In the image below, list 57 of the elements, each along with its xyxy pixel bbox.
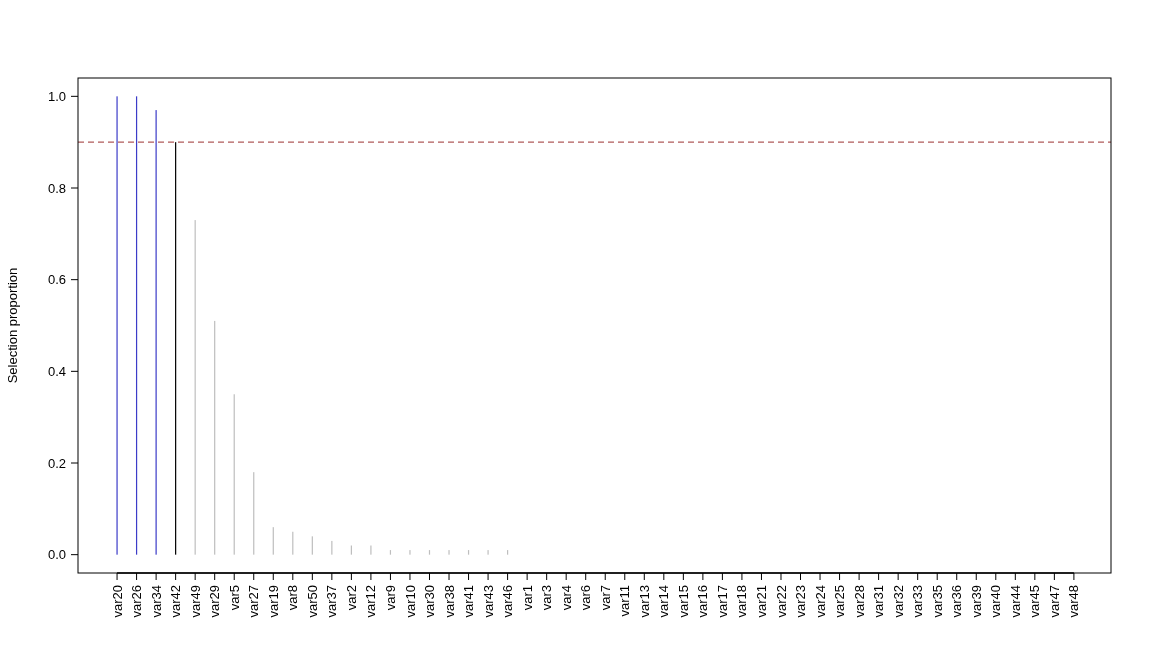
x-tick-label: var42: [168, 585, 184, 618]
x-tick-label: var32: [890, 585, 906, 618]
y-tick-label: 0.4: [47, 363, 66, 379]
y-tick-label: 1.0: [47, 88, 66, 104]
x-tick-label: var24: [812, 585, 828, 618]
x-tick-label: var41: [461, 585, 477, 618]
x-tick-label: var35: [929, 585, 945, 618]
x-tick-label: var14: [656, 585, 672, 618]
x-tick-label: var44: [1007, 585, 1023, 618]
x-tick-label: var39: [968, 585, 984, 618]
x-tick-label: var46: [500, 585, 516, 618]
x-tick-label: var3: [539, 585, 555, 611]
x-tick-label: var28: [851, 585, 867, 618]
x-tick-label: var9: [382, 585, 398, 611]
x-tick-label: var31: [871, 585, 887, 618]
x-tick-label: var18: [734, 585, 750, 618]
x-tick-label: var5: [226, 585, 242, 611]
x-tick-label: var22: [773, 585, 789, 618]
x-tick-label: var37: [324, 585, 340, 618]
x-tick-label: var15: [675, 585, 691, 618]
x-tick-label: var30: [422, 585, 438, 618]
x-tick-label: var13: [636, 585, 652, 618]
x-tick-label: var23: [793, 585, 809, 618]
x-tick-label: var11: [617, 585, 633, 617]
x-tick-label: var47: [1046, 585, 1062, 618]
x-tick-label: var21: [754, 585, 770, 618]
x-tick-label: var20: [109, 585, 125, 618]
y-tick-label: 0.8: [47, 180, 66, 196]
y-tick-label: 0.2: [47, 455, 66, 471]
x-tick-label: var19: [265, 585, 281, 618]
x-tick-label: var48: [1066, 585, 1082, 618]
x-tick-label: var45: [1027, 585, 1043, 618]
x-tick-label: var34: [148, 585, 164, 618]
x-tick-label: var7: [597, 585, 613, 611]
x-tick-label: var16: [695, 585, 711, 618]
x-tick-label: var25: [832, 585, 848, 618]
x-tick-label: var43: [480, 585, 496, 618]
x-tick-label: var29: [207, 585, 223, 618]
y-tick-label: 0.0: [47, 547, 66, 563]
x-tick-label: var40: [988, 585, 1004, 618]
x-tick-label: var6: [578, 585, 594, 611]
x-tick-label: var33: [910, 585, 926, 618]
x-tick-label: var2: [343, 585, 359, 611]
x-tick-label: var26: [129, 585, 145, 618]
y-axis-title: Selection proportion: [5, 267, 20, 384]
y-tick-label: 0.6: [47, 272, 66, 288]
x-tick-label: var27: [246, 585, 262, 618]
x-tick-label: var4: [558, 585, 574, 611]
x-tick-label: var10: [402, 585, 418, 618]
x-tick-label: var1: [519, 585, 535, 611]
x-tick-label: var49: [187, 585, 203, 618]
x-tick-label: var17: [714, 585, 730, 618]
x-tick-label: var38: [441, 585, 457, 618]
x-tick-label: var50: [304, 585, 320, 618]
x-tick-label: var12: [363, 585, 379, 618]
x-tick-label: var8: [285, 585, 301, 611]
x-tick-label: var36: [949, 585, 965, 618]
